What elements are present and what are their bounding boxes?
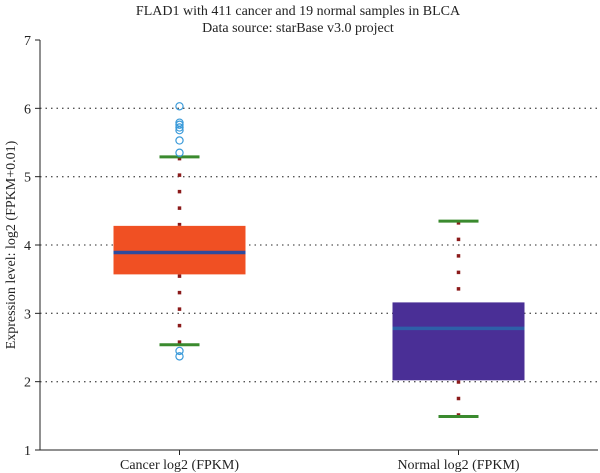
outlier-point bbox=[175, 123, 184, 132]
outlier-point bbox=[175, 148, 184, 157]
y-tick-label: 7 bbox=[24, 34, 31, 49]
box-iqr bbox=[113, 225, 246, 275]
chart-title: FLAD1 with 411 cancer and 19 normal samp… bbox=[136, 4, 461, 19]
y-tick-label: 4 bbox=[24, 239, 31, 254]
axes: 1 2 3 4 5 6 7 Cancer log2 (FPKM) Normal log2 (FP… bbox=[24, 34, 598, 473]
x-tick-label: Normal log2 (FPKM) bbox=[397, 458, 519, 473]
outlier-point bbox=[175, 346, 184, 356]
outlier-point bbox=[175, 102, 184, 111]
outlier-point bbox=[175, 120, 184, 129]
y-axis-label: Expression level: log2 (FPKM+0.01) bbox=[4, 140, 19, 349]
y-tick-label: 2 bbox=[24, 376, 31, 391]
outlier-point bbox=[175, 352, 184, 361]
y-tick-label: 5 bbox=[24, 171, 31, 186]
outlier-point bbox=[175, 125, 184, 135]
y-tick-label: 6 bbox=[24, 102, 31, 117]
x-tick-label: Cancer log2 (FPKM) bbox=[120, 458, 239, 473]
box-iqr bbox=[392, 302, 525, 381]
outlier-point bbox=[175, 136, 184, 145]
y-tick-label: 1 bbox=[24, 444, 31, 459]
y-tick-label: 3 bbox=[24, 307, 31, 322]
chart-subtitle: Data source: starBase v3.0 project bbox=[202, 21, 394, 36]
boxes bbox=[113, 102, 525, 419]
